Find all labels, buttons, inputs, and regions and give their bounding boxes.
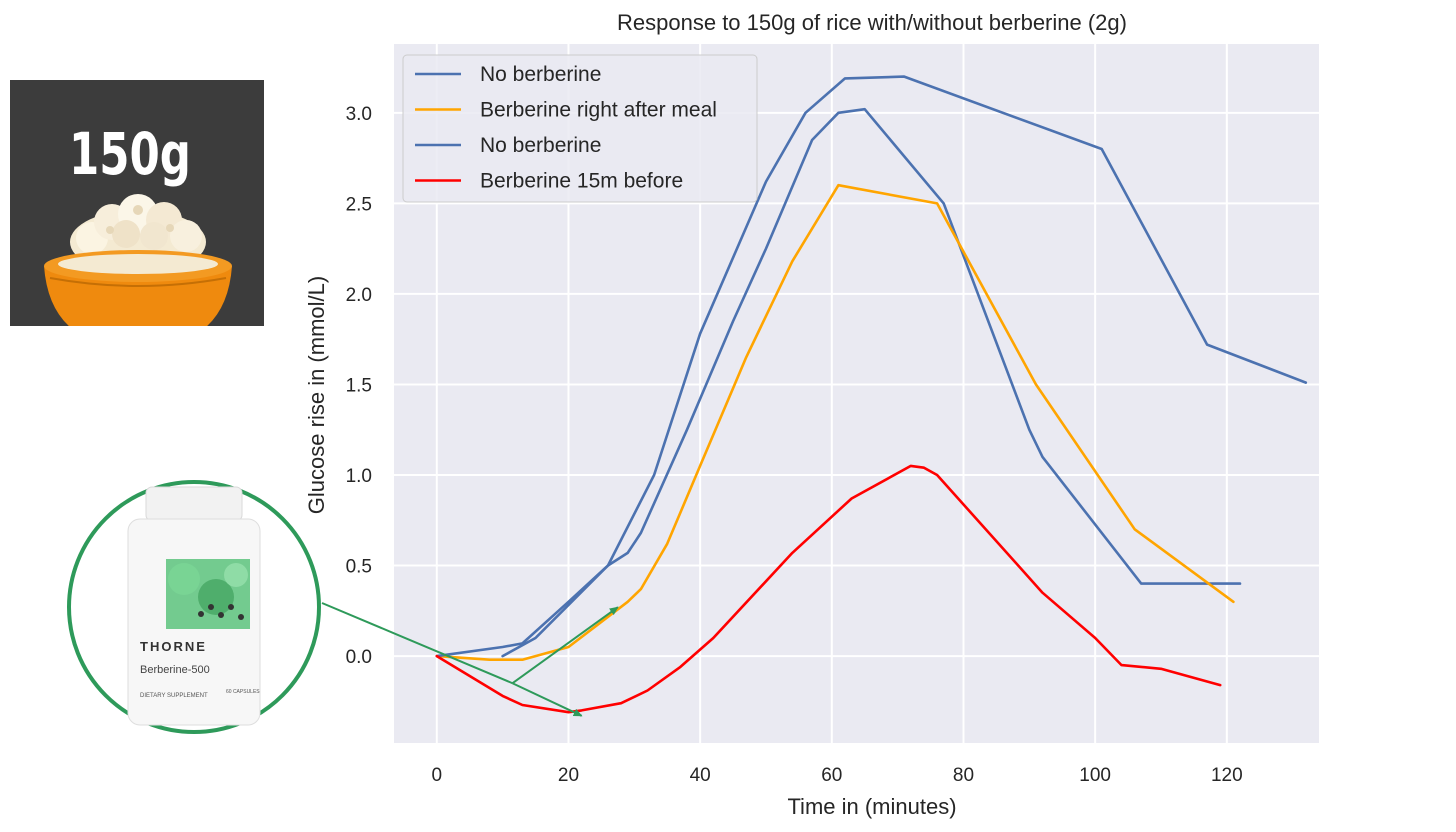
y-axis-label: Glucose rise in (mmol/L): [304, 276, 329, 514]
x-tick-label: 100: [1079, 765, 1111, 786]
bottle-product-name: Berberine-500: [140, 664, 210, 676]
rice-bowl-image: 150g: [10, 80, 264, 326]
series-line-3: [435, 75, 1308, 658]
legend: No berberine Berberine right after meal No…: [402, 54, 758, 203]
y-tick-label: 2.5: [346, 194, 372, 215]
y-tick-label: 1.0: [346, 466, 372, 487]
legend-label: Berberine 15m before: [480, 170, 683, 193]
legend-label: No berberine: [480, 134, 601, 157]
y-tick-label: 3.0: [346, 104, 372, 125]
bottle-subtitle: DIETARY SUPPLEMENT: [140, 693, 208, 699]
y-tick-label: 1.5: [346, 375, 372, 396]
series-line-4: [435, 464, 1222, 714]
series-line-1: [501, 107, 1242, 658]
bottle-brand: THORNE: [140, 639, 207, 654]
series-lines: [435, 75, 1308, 714]
legend-items: No berberine Berberine right after meal No…: [415, 63, 717, 193]
bottle-leader-line: [321, 602, 513, 685]
bottle-icon: [127, 486, 261, 726]
x-tick-label: 120: [1211, 765, 1243, 786]
x-tick-label: 40: [690, 765, 711, 786]
chart-title: Response to 150g of rice with/without be…: [617, 10, 1127, 35]
x-tick-label: 60: [821, 765, 842, 786]
bottle-count: 60 CAPSULES: [226, 689, 260, 695]
y-tick-label: 0.5: [346, 557, 372, 578]
rice-weight-label: 150g: [69, 121, 191, 189]
x-tick-label: 0: [432, 765, 443, 786]
x-tick-label: 80: [953, 765, 974, 786]
x-tick-label: 20: [558, 765, 579, 786]
berberine-bottle-image: THORNE Berberine-500 DIETARY SUPPLEMENT …: [67, 480, 321, 734]
bowl-icon: [44, 250, 232, 326]
annotation-arrow: [511, 606, 619, 685]
y-tick-label: 0.0: [346, 647, 372, 668]
x-axis-label: Time in (minutes): [787, 794, 956, 819]
legend-label: No berberine: [480, 63, 601, 86]
tick-labels: 0 20 40 60 80 100 120 0.0 0.5 1.0 1.5 2.0 2.5 3.0: [346, 104, 1243, 786]
annotation-arrows: [321, 602, 619, 717]
y-tick-label: 2.0: [346, 285, 372, 306]
legend-box: [402, 54, 758, 203]
series-line-2: [435, 183, 1235, 662]
legend-label: Berberine right after meal: [480, 99, 717, 122]
annotation-arrow: [512, 682, 583, 717]
